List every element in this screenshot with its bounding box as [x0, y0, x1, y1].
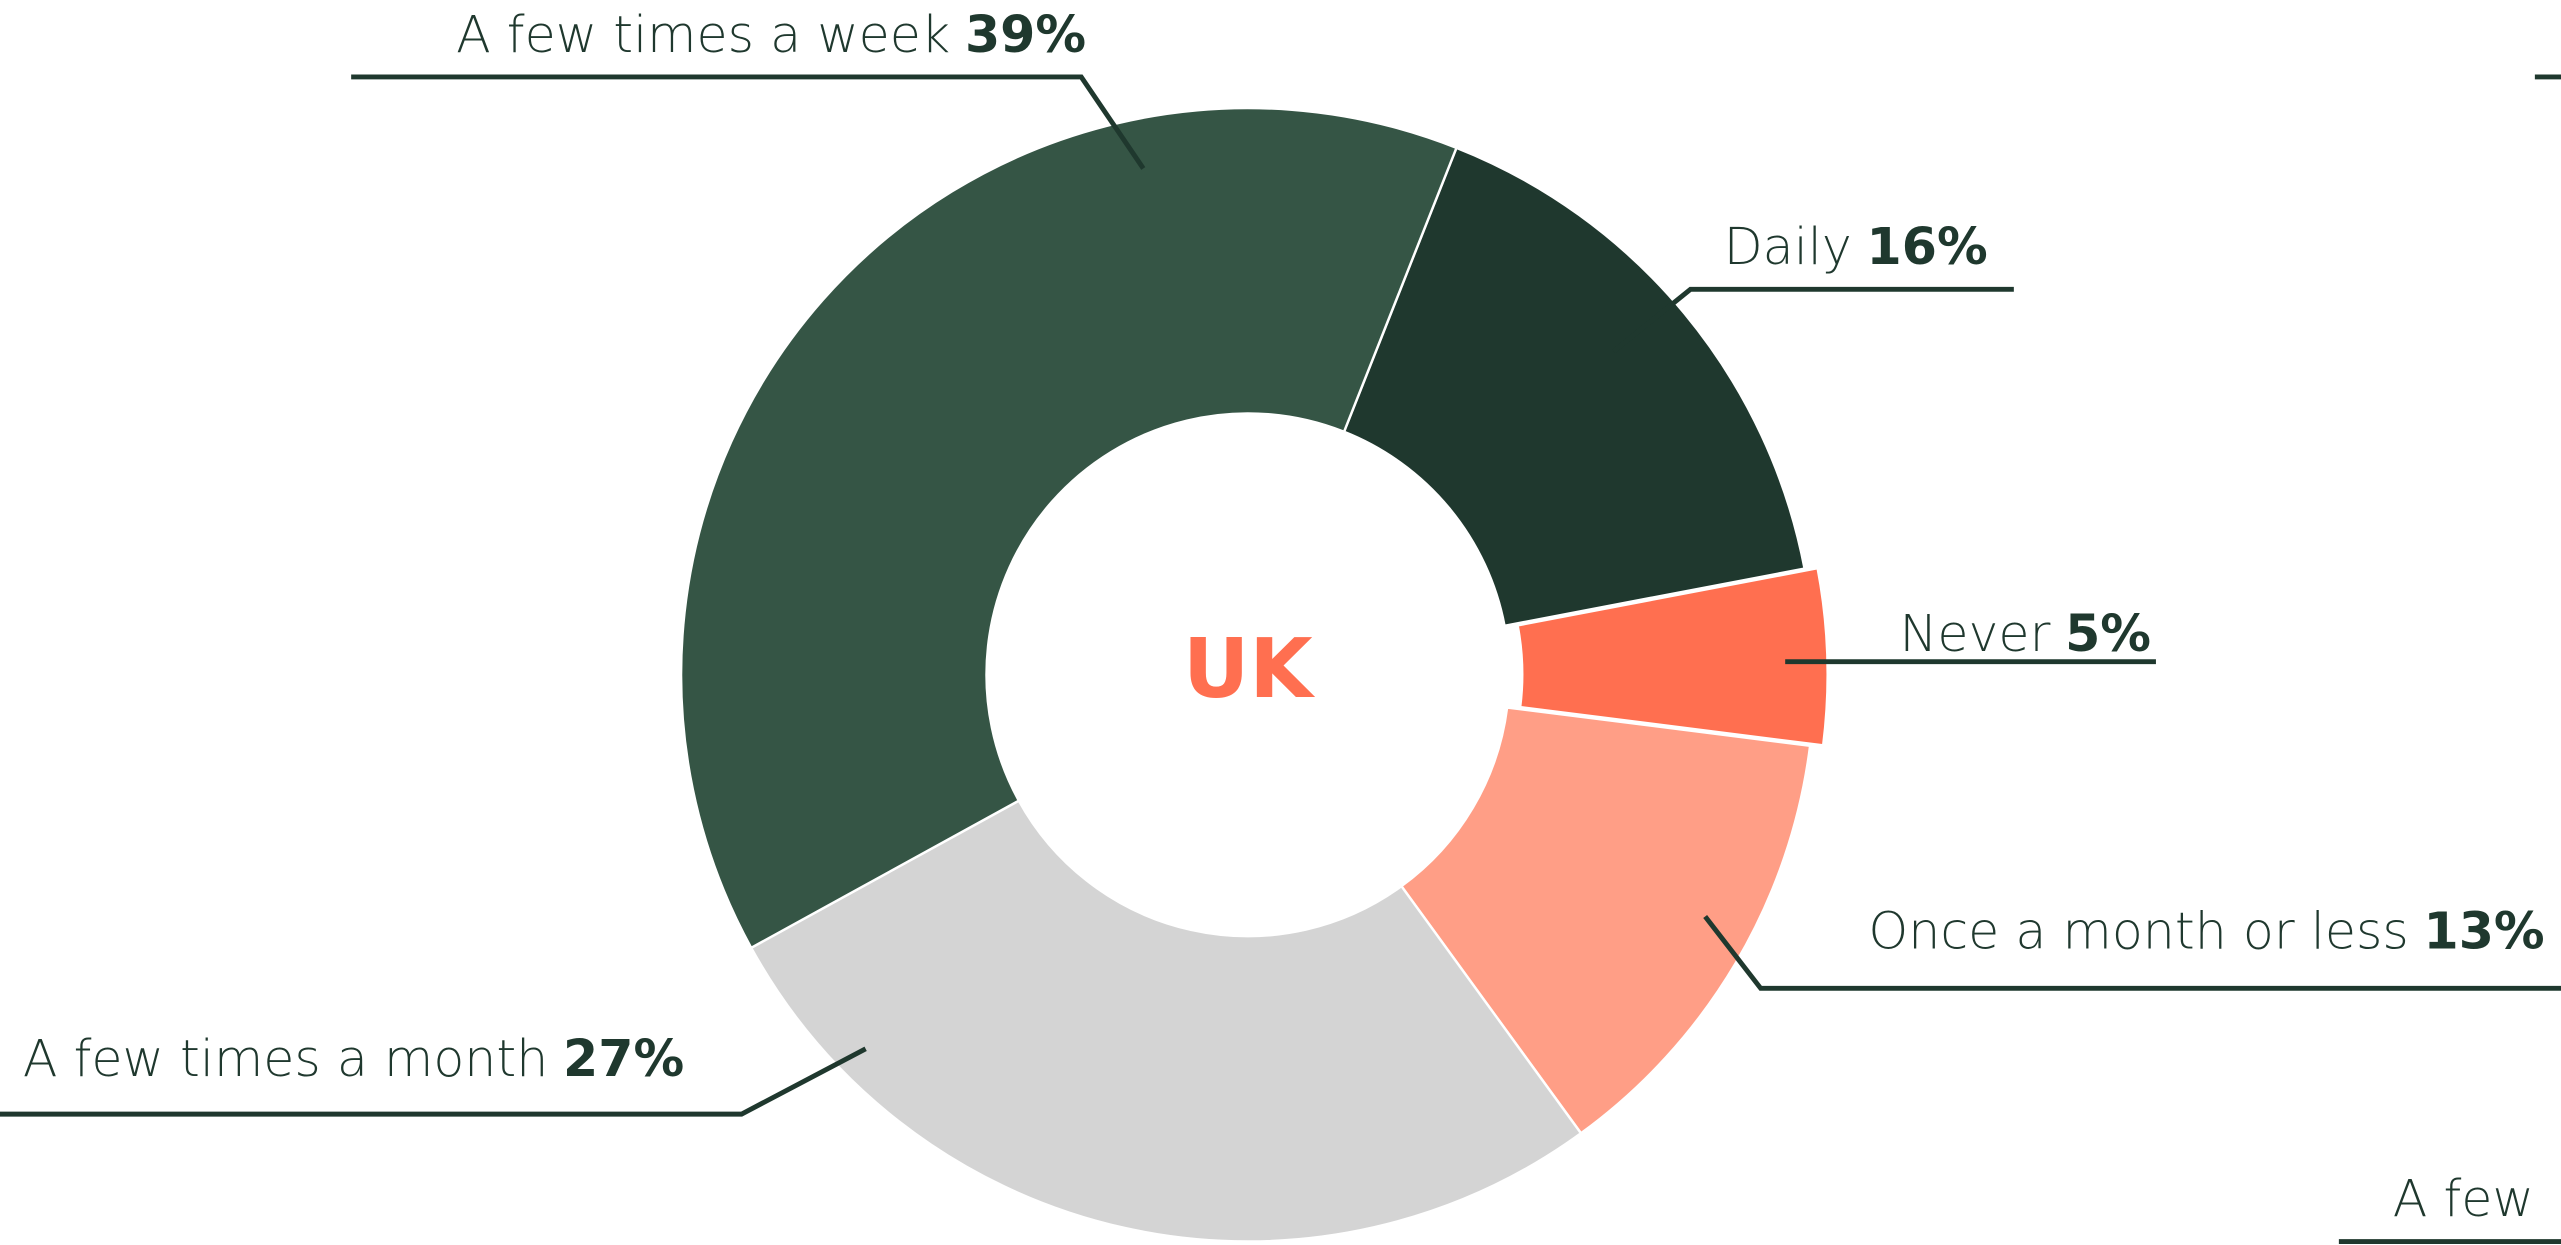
category-name: A few times a week	[456, 4, 950, 63]
value-label: 16%	[1867, 217, 1988, 276]
value-label: 5%	[2065, 604, 2151, 663]
center-label: UK	[1183, 622, 1315, 717]
slice-label: A few times a week 39%	[456, 4, 1086, 63]
slice	[679, 106, 1459, 950]
slice	[1342, 146, 1806, 628]
slice-label: Once a month or less 13%	[1868, 901, 2544, 960]
slice-label: A few times a month 27%	[23, 1028, 684, 1087]
category-name: Never	[1899, 604, 2050, 663]
slice-label: Never 5%	[1899, 604, 2151, 663]
leader-line	[351, 74, 1146, 170]
leader-line	[0, 1046, 867, 1117]
slice	[749, 798, 1583, 1243]
leader-line	[1703, 914, 2561, 991]
value-label: 39%	[965, 4, 1086, 63]
slice	[1399, 706, 1812, 1135]
leader-line	[1612, 286, 2014, 354]
category-name: A few times a month	[23, 1028, 548, 1087]
slice-label: Daily 16%	[1724, 217, 1988, 276]
cropped-label: A few	[2393, 1169, 2534, 1228]
category-name: Once a month or less	[1868, 901, 2408, 960]
value-label: 27%	[563, 1028, 684, 1087]
slice	[1516, 566, 1829, 747]
category-name: Daily	[1724, 217, 1852, 276]
slices	[679, 106, 1829, 1243]
value-label: 13%	[2423, 901, 2544, 960]
